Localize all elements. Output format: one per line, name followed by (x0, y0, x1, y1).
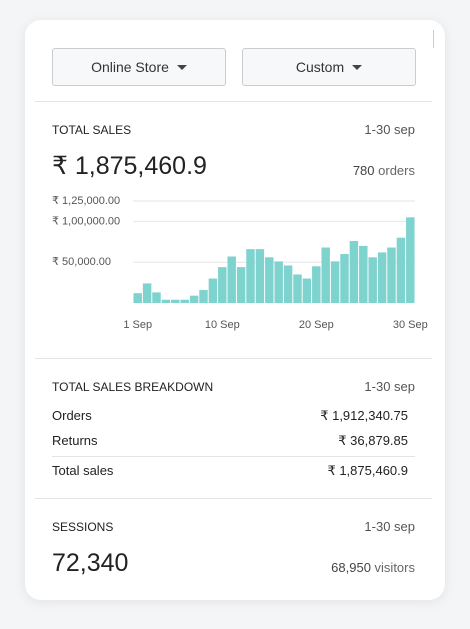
caret (176, 64, 187, 70)
bar (312, 266, 321, 303)
bar (349, 240, 359, 303)
caret (352, 64, 363, 70)
row-label: Total sales (52, 463, 114, 478)
x-tick-label: 1 Sep (123, 319, 152, 331)
bar (359, 245, 368, 303)
visitors: 68,950 visitors (331, 560, 415, 575)
orders-label: orders (378, 163, 415, 178)
divider (35, 358, 432, 359)
bar (274, 261, 283, 303)
filter-label: Online Store (91, 59, 169, 75)
row-label: Returns (52, 433, 98, 448)
sessions-count: 72,340 (52, 549, 129, 577)
row-value: ₹ 1,875,460.9 (327, 463, 408, 478)
orders-count: 780 (352, 163, 375, 178)
row-value: ₹ 1,912,340.75 (320, 408, 408, 423)
bar (368, 257, 377, 303)
bar (189, 295, 199, 303)
bar (255, 249, 265, 303)
section-title: SESSIONS (52, 520, 114, 534)
bar (171, 299, 180, 303)
y-tick-label: ₹ 50,000.00 (52, 256, 111, 268)
bar (340, 254, 349, 303)
y-tick-label: ₹ 1,00,000.00 (52, 215, 120, 227)
section-title: TOTAL SALES BREAKDOWN (52, 380, 214, 394)
bar (302, 278, 312, 303)
filter-label: Custom (295, 59, 345, 75)
bar (293, 274, 302, 303)
x-tick-label: 10 Sep (205, 319, 240, 331)
bar (236, 267, 246, 303)
section-title: TOTAL SALES (52, 123, 132, 137)
bar (377, 252, 387, 303)
divider (52, 456, 415, 457)
row-label: Orders (52, 408, 92, 423)
scrollbar (433, 30, 434, 48)
bar (406, 217, 415, 303)
bar (133, 293, 142, 303)
divider (35, 101, 432, 102)
bar (152, 292, 161, 303)
bar (161, 299, 171, 303)
orders: 780 orders (353, 163, 415, 178)
bar (246, 249, 255, 303)
bar (142, 283, 152, 303)
period: 1-30 sep (364, 122, 415, 137)
visitors-count: 68,950 (331, 560, 371, 575)
y-tick-label: ₹ 1,25,000.00 (52, 195, 120, 207)
visitors-label: visitors (374, 560, 415, 575)
bar (321, 247, 330, 303)
divider (35, 498, 432, 499)
bar (265, 257, 274, 303)
bar (387, 247, 396, 303)
bar (396, 237, 406, 303)
bar (330, 261, 340, 303)
bar (283, 265, 293, 303)
period: 1-30 sep (364, 379, 415, 394)
bar (218, 267, 227, 303)
bar (180, 299, 189, 303)
total-amount: ₹ 1,875,460.9 (52, 152, 207, 180)
card (25, 20, 445, 600)
x-tick-label: 30 Sep (393, 319, 428, 331)
x-tick-label: 20 Sep (299, 319, 334, 331)
store-filter[interactable]: Online Store (52, 48, 226, 86)
period: 1-30 sep (364, 519, 415, 534)
date-filter[interactable]: Custom (242, 48, 416, 86)
bar (227, 256, 236, 303)
bar (208, 278, 218, 303)
bar (199, 289, 208, 303)
row-value: ₹ 36,879.85 (338, 433, 408, 448)
